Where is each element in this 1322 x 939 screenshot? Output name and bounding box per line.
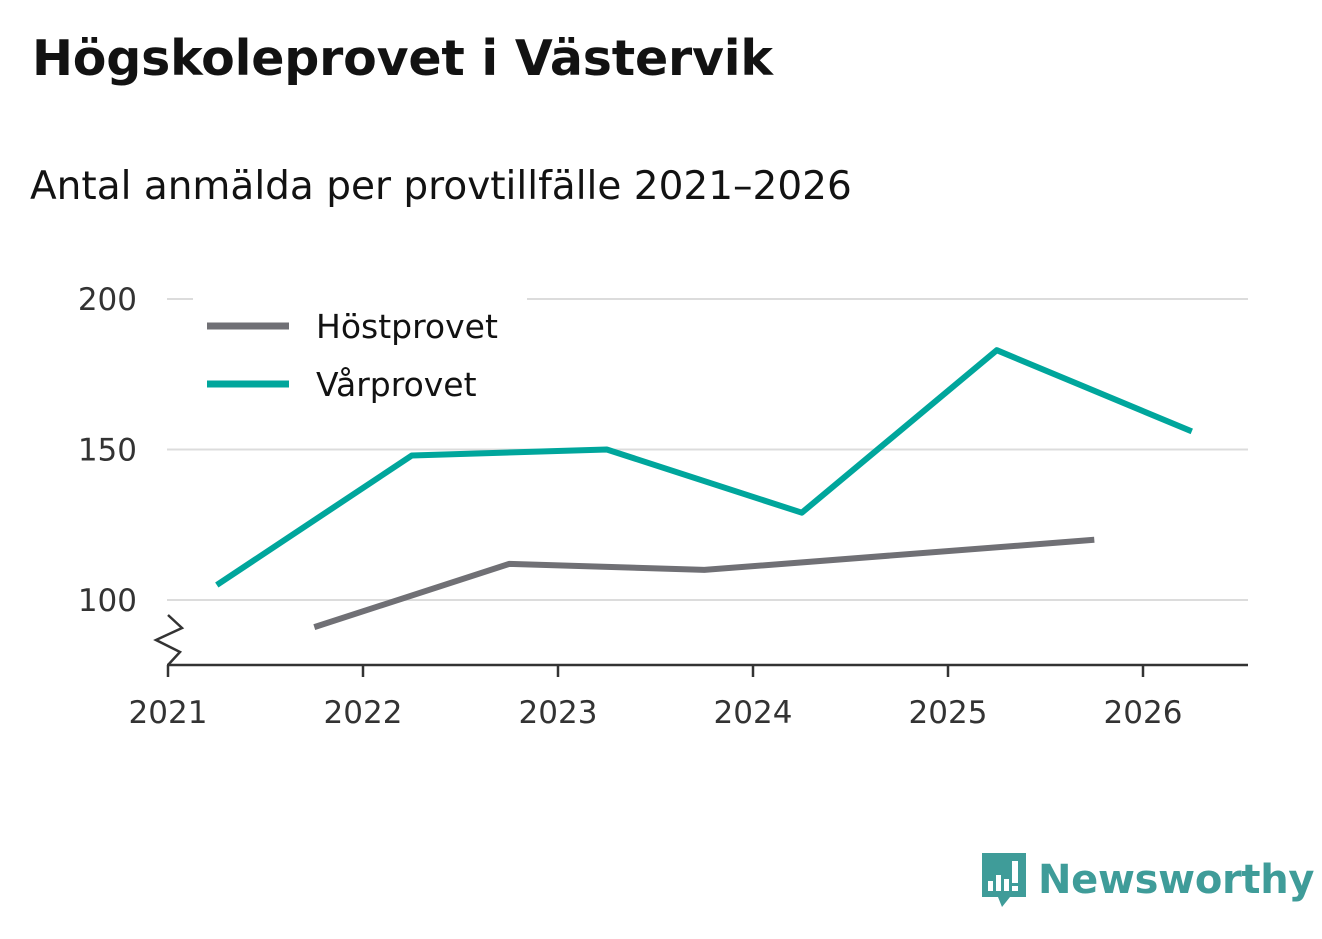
series-line	[313, 536, 1095, 630]
series-line	[215, 347, 1193, 588]
x-tick-label: 2026	[1104, 695, 1183, 731]
y-tick-label: 100	[78, 583, 137, 619]
legend-label: Vårprovet	[316, 365, 477, 404]
brand-name: Newsworthy	[1038, 857, 1315, 903]
x-tick-label: 2021	[129, 695, 208, 731]
x-tick-label: 2022	[324, 695, 403, 731]
y-tick-label: 150	[78, 433, 137, 469]
y-axis-break-icon	[153, 614, 185, 666]
y-tick-label: 200	[78, 282, 137, 318]
x-tick-label: 2023	[519, 695, 598, 731]
x-axis: 2021 2022 2023 2024 2025 2026	[129, 614, 1248, 731]
bar-chart-speech-bubble-icon	[982, 853, 1026, 907]
legend: Höstprovet Vårprovet	[193, 296, 527, 414]
x-tick-label: 2025	[909, 695, 988, 731]
legend-label: Höstprovet	[316, 307, 498, 346]
legend-box	[193, 296, 527, 414]
y-tick-labels: 100 150 200	[78, 282, 137, 619]
x-tick-label: 2024	[714, 695, 793, 731]
chart-subtitle: Antal anmälda per provtillfälle 2021–202…	[30, 164, 852, 209]
series-lines	[215, 347, 1193, 630]
newsworthy-logo: Newsworthy	[980, 850, 1315, 910]
chart-title: Högskoleprovet i Västervik	[32, 30, 773, 87]
